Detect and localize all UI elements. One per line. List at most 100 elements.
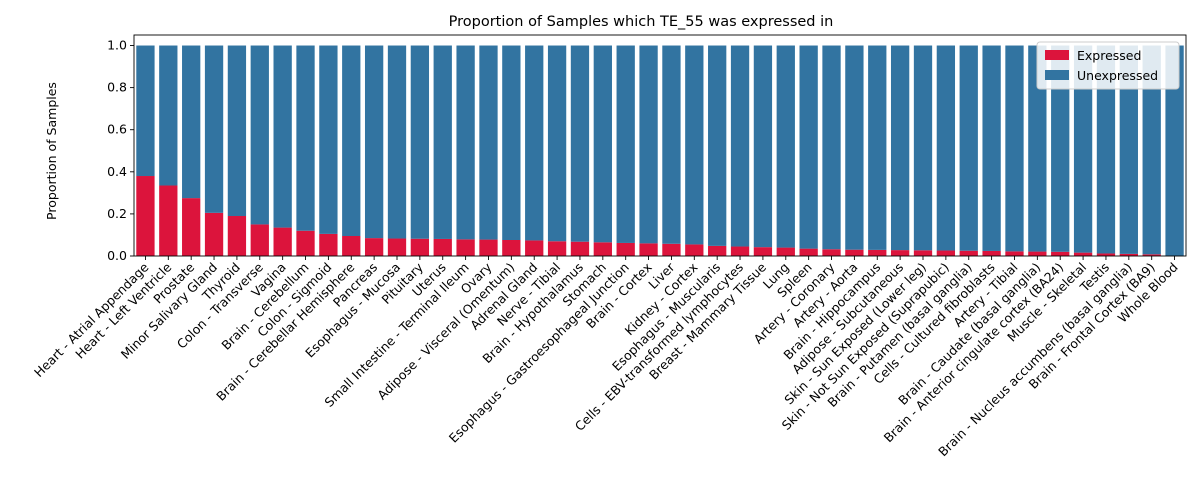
legend-swatch-unexpressed [1045,70,1069,80]
bar-unexpressed [182,45,201,199]
bar-expressed [799,248,818,256]
bar-unexpressed [662,45,681,244]
bar-expressed [1005,251,1024,256]
bar-unexpressed [845,45,864,250]
bar-expressed [936,250,956,256]
bar-expressed [456,239,475,256]
bar-expressed [410,238,430,256]
y-tick-label: 0.8 [107,80,127,95]
bar-unexpressed [616,45,635,243]
bar-unexpressed [708,45,727,246]
bar-expressed [982,250,1001,256]
y-tick-label: 1.0 [107,38,127,53]
bar-unexpressed [159,45,178,186]
bar-expressed [570,241,590,256]
bar-expressed [845,249,864,256]
bar-expressed [1073,252,1093,256]
bar-unexpressed [387,45,407,239]
bar-expressed [204,212,224,256]
plot-frame [133,34,1187,257]
bar-unexpressed [273,45,292,228]
bar-expressed [1051,251,1070,256]
bar-unexpressed [1165,45,1184,256]
bar-expressed [1096,253,1116,256]
bar-unexpressed [319,45,338,234]
bar-unexpressed [227,45,247,217]
legend-label-unexpressed: Unexpressed [1077,68,1158,83]
bar-unexpressed [479,45,498,240]
bar-expressed [616,242,635,256]
bar-expressed [753,247,773,256]
y-tick-label: 0.4 [107,164,127,179]
bar-unexpressed [1005,45,1024,252]
bar-unexpressed [250,45,269,225]
bar-expressed [1028,251,1047,256]
bar-expressed [593,242,612,256]
y-tick-label: 0.2 [107,206,127,221]
bar-expressed [868,249,887,256]
bar-unexpressed [1096,45,1116,254]
legend-swatch-expressed [1045,50,1069,60]
bar-unexpressed [936,45,956,251]
bar-expressed [890,250,910,256]
bar-expressed [1142,254,1161,256]
bar-unexpressed [136,45,155,177]
bar-expressed [685,244,704,256]
bar-expressed [273,227,292,256]
bar-expressed [959,250,978,256]
bar-expressed [547,241,567,256]
bar-expressed [822,249,841,256]
bar-unexpressed [433,45,452,239]
bar-expressed [250,224,269,256]
legend-label-expressed: Expressed [1077,48,1141,63]
bar-unexpressed [913,45,933,251]
bar-expressed [913,250,933,256]
bar-unexpressed [1051,45,1070,252]
y-tick-label: 0.0 [107,248,127,263]
bar-unexpressed [639,45,658,244]
bar-expressed [776,247,795,256]
bar-expressed [387,238,407,256]
bar-expressed [319,233,338,256]
bar-expressed [1119,253,1138,256]
bar-expressed [182,198,201,256]
bar-unexpressed [799,45,818,249]
bar-unexpressed [570,45,590,242]
bar-unexpressed [456,45,475,240]
chart-title: Proportion of Samples which TE_55 was ex… [449,14,834,30]
y-tick-label: 0.6 [107,122,127,137]
bar-unexpressed [593,45,612,243]
bar-unexpressed [410,45,430,239]
bar-expressed [525,240,544,256]
bar-unexpressed [502,45,521,240]
bar-expressed [136,176,155,256]
x-tick-label: Heart - Atrial Appendage [31,259,152,380]
bar-unexpressed [753,45,773,248]
bar-unexpressed [204,45,224,213]
bar-expressed [639,243,658,256]
bar-unexpressed [982,45,1001,251]
bar-expressed [502,240,521,256]
bar-expressed [433,238,452,256]
bar-unexpressed [890,45,910,251]
bars [136,45,1184,256]
bar-unexpressed [342,45,361,236]
bar-expressed [662,243,681,256]
bar-unexpressed [822,45,841,250]
bar-unexpressed [1028,45,1047,252]
bar-expressed [479,239,498,256]
bar-expressed [730,246,750,256]
legend-box [1036,41,1180,90]
bar-expressed [342,236,361,256]
bar-unexpressed [730,45,750,247]
bar-unexpressed [1142,45,1161,255]
y-axis-label: Proportion of Samples [44,82,59,220]
bar-expressed [159,185,178,256]
bar-expressed [708,245,727,256]
bar-unexpressed [547,45,567,242]
bar-unexpressed [525,45,544,241]
bar-unexpressed [685,45,704,245]
bar-expressed [364,238,384,256]
